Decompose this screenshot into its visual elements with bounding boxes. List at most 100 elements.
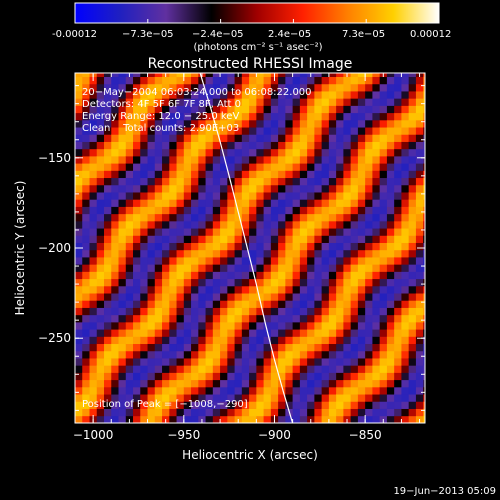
heatmap-pixel: [154, 408, 163, 417]
heatmap-pixel: [343, 365, 352, 373]
heatmap-pixel: [357, 408, 366, 417]
heatmap-pixel: [220, 300, 228, 308]
heatmap-pixel: [365, 91, 373, 99]
heatmap-pixel: [415, 177, 424, 186]
heatmap-pixel: [270, 170, 279, 179]
heatmap-pixel: [169, 271, 177, 280]
heatmap-pixel: [191, 76, 199, 85]
heatmap-pixel: [241, 177, 250, 186]
heatmap-pixel: [270, 264, 279, 272]
heatmap-pixel: [89, 394, 98, 402]
heatmap-pixel: [198, 155, 206, 164]
heatmap-pixel: [285, 184, 294, 193]
heatmap-pixel: [111, 336, 119, 345]
heatmap-pixel: [328, 155, 337, 164]
heatmap-pixel: [379, 321, 388, 330]
heatmap-pixel: [234, 213, 243, 222]
heatmap-pixel: [205, 206, 214, 215]
heatmap-pixel: [350, 372, 359, 381]
heatmap-pixel: [379, 112, 388, 121]
heatmap-pixel: [147, 300, 156, 308]
heatmap-pixel: [401, 278, 410, 287]
heatmap-pixel: [321, 163, 330, 171]
heatmap-pixel: [118, 401, 127, 409]
heatmap-pixel: [408, 141, 417, 150]
heatmap-pixel: [408, 343, 417, 352]
heatmap-pixel: [328, 112, 337, 121]
heatmap-pixel: [408, 365, 417, 373]
heatmap-pixel: [357, 235, 366, 243]
heatmap-pixel: [212, 386, 221, 395]
heatmap-pixel: [140, 220, 148, 229]
heatmap-pixel: [234, 141, 243, 150]
heatmap-pixel: [104, 336, 112, 345]
heatmap-pixel: [162, 379, 170, 388]
heatmap-pixel: [104, 386, 112, 395]
heatmap-pixel: [278, 73, 286, 78]
heatmap-pixel: [299, 220, 308, 229]
heatmap-pixel: [321, 177, 330, 186]
heatmap-pixel: [75, 386, 83, 395]
heatmap-pixel: [357, 73, 366, 78]
heatmap-pixel: [241, 170, 250, 179]
heatmap-pixel: [379, 314, 388, 323]
heatmap-pixel: [263, 350, 272, 359]
heatmap-pixel: [328, 257, 337, 265]
heatmap-pixel: [336, 98, 344, 106]
heatmap-pixel: [249, 134, 257, 142]
heatmap-pixel: [133, 177, 141, 186]
heatmap-pixel: [104, 358, 112, 366]
heatmap-pixel: [147, 184, 156, 193]
heatmap-pixel: [176, 401, 185, 409]
heatmap-pixel: [350, 177, 359, 186]
heatmap-pixel: [118, 112, 127, 121]
heatmap-pixel: [169, 206, 177, 215]
heatmap-pixel: [234, 177, 243, 186]
heatmap-pixel: [147, 386, 156, 395]
heatmap-pixel: [147, 141, 156, 150]
heatmap-pixel: [234, 386, 243, 395]
heatmap-pixel: [125, 307, 134, 316]
heatmap-pixel: [169, 134, 177, 142]
heatmap-pixel: [75, 105, 83, 114]
heatmap-pixel: [147, 112, 156, 121]
heatmap-pixel: [278, 242, 286, 251]
heatmap-pixel: [314, 415, 323, 423]
heatmap-pixel: [96, 329, 105, 337]
heatmap-pixel: [328, 163, 337, 171]
heatmap-pixel: [336, 119, 344, 128]
heatmap-pixel: [285, 394, 294, 402]
heatmap-pixel: [133, 91, 141, 99]
heatmap-pixel: [154, 184, 163, 193]
heatmap-pixel: [111, 278, 119, 287]
heatmap-pixel: [140, 285, 148, 294]
heatmap-pixel: [328, 307, 337, 316]
heatmap-pixel: [169, 329, 177, 337]
heatmap-pixel: [96, 365, 105, 373]
heatmap-pixel: [125, 98, 134, 106]
heatmap-pixel: [191, 105, 199, 114]
heatmap-pixel: [292, 314, 301, 323]
heatmap-pixel: [401, 213, 410, 222]
heatmap-pixel: [249, 300, 257, 308]
heatmap-pixel: [96, 83, 105, 92]
heatmap-pixel: [249, 73, 257, 78]
heatmap-pixel: [263, 177, 272, 186]
heatmap-pixel: [415, 170, 424, 179]
heatmap-pixel: [394, 148, 402, 157]
heatmap-pixel: [198, 242, 206, 251]
colorbar-strip: [74, 2, 440, 24]
heatmap-pixel: [191, 293, 199, 301]
heatmap-pixel: [343, 401, 352, 409]
heatmap-pixel: [372, 112, 381, 121]
heatmap-pixel: [278, 235, 286, 243]
heatmap-pixel: [394, 73, 402, 78]
heatmap-pixel: [176, 386, 185, 395]
heatmap-pixel: [379, 343, 388, 352]
heatmap-pixel: [212, 105, 221, 114]
heatmap-pixel: [82, 249, 90, 258]
heatmap-pixel: [140, 177, 148, 186]
heatmap-pixel: [183, 220, 192, 229]
heatmap-pixel: [162, 293, 170, 301]
heatmap-pixel: [191, 235, 199, 243]
